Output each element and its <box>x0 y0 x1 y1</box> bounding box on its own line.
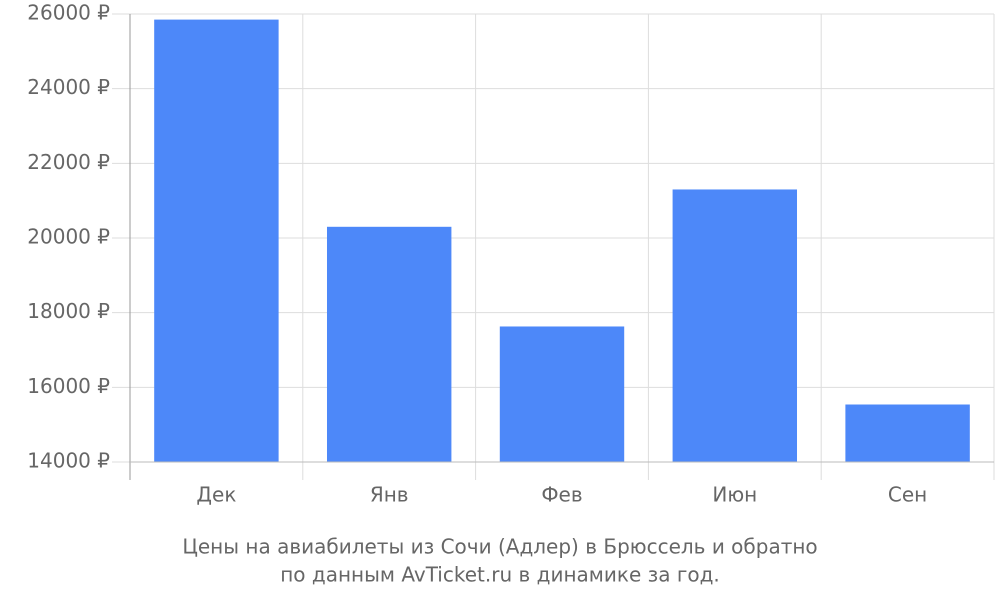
y-tick-label: 18000 ₽ <box>27 299 110 323</box>
x-tick-label: Дек <box>196 483 236 507</box>
x-tick-label: Янв <box>370 483 409 507</box>
y-tick-label: 26000 ₽ <box>27 1 110 25</box>
y-tick-label: 14000 ₽ <box>27 449 110 473</box>
bar <box>672 189 798 462</box>
bar <box>326 226 452 462</box>
x-tick-label: Фев <box>541 483 582 507</box>
bar <box>154 19 279 462</box>
chart-title: Цены на авиабилеты из Сочи (Адлер) в Брю… <box>182 535 817 559</box>
chart-title: по данным AvTicket.ru в динамике за год. <box>280 563 720 587</box>
x-tick-label: Сен <box>888 483 927 507</box>
y-tick-label: 16000 ₽ <box>27 374 110 398</box>
y-tick-label: 22000 ₽ <box>27 150 110 174</box>
x-tick-label: Июн <box>712 483 757 507</box>
y-tick-label: 24000 ₽ <box>27 75 110 99</box>
y-tick-label: 20000 ₽ <box>27 225 110 249</box>
bar <box>845 404 970 462</box>
bar <box>499 326 625 462</box>
